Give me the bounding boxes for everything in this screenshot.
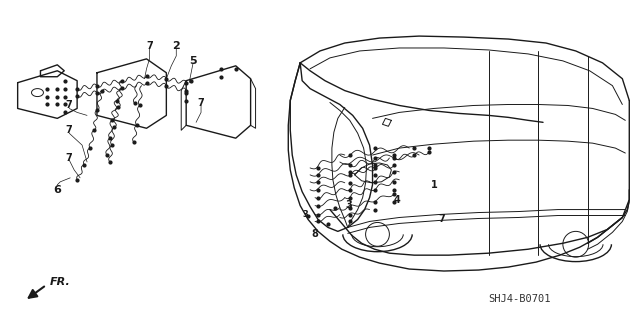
Text: 6: 6 [53,185,61,195]
Text: 7: 7 [198,98,204,108]
Text: 8: 8 [312,229,319,239]
Text: 7: 7 [66,153,72,163]
Text: SHJ4-B0701: SHJ4-B0701 [488,294,551,304]
Text: 1: 1 [431,180,437,190]
Text: 3: 3 [302,210,308,219]
Text: 5: 5 [189,56,197,66]
Text: 7: 7 [66,125,72,135]
Text: 2: 2 [172,41,180,51]
Text: 7: 7 [146,41,153,51]
Text: 4: 4 [394,195,401,205]
Text: FR.: FR. [49,277,70,287]
Text: 7: 7 [438,214,445,225]
Text: 7: 7 [66,100,72,110]
Text: 3: 3 [346,200,352,210]
